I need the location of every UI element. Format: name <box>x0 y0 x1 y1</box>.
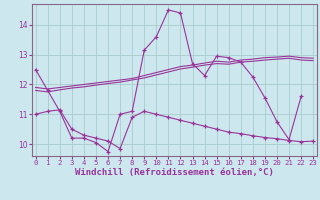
X-axis label: Windchill (Refroidissement éolien,°C): Windchill (Refroidissement éolien,°C) <box>75 168 274 177</box>
